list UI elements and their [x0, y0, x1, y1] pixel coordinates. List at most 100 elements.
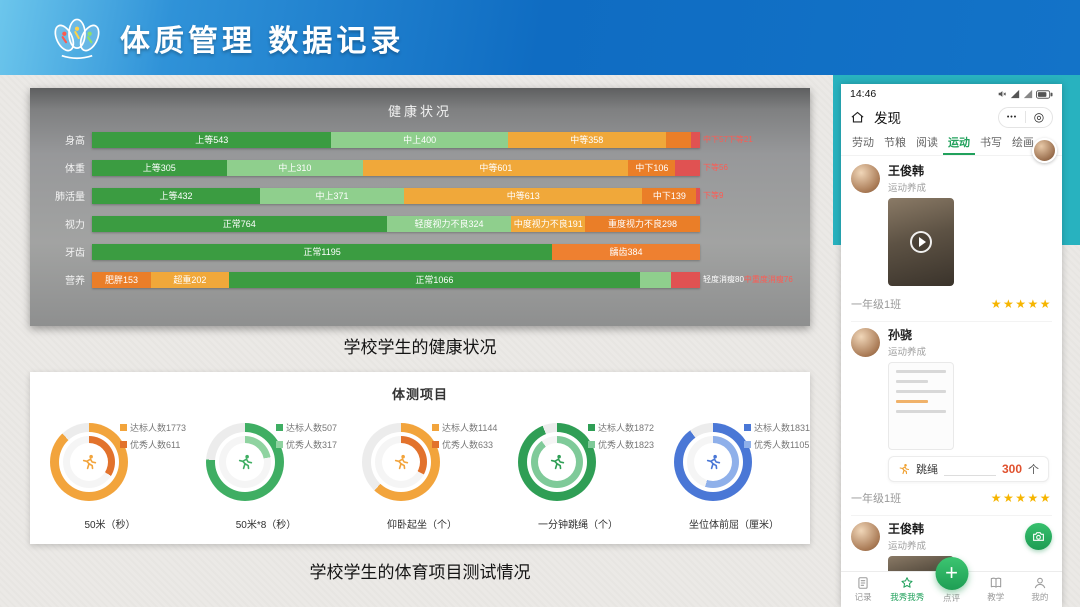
legend-item: 达标人数1773	[120, 421, 186, 434]
donut-chart	[206, 423, 284, 501]
camera-button[interactable]	[1025, 522, 1052, 550]
teach-icon	[989, 576, 1003, 590]
tab-节粮[interactable]: 节粮	[884, 137, 906, 149]
bar-segment: 正常1066	[228, 271, 640, 288]
legend-item: 达标人数507	[276, 421, 337, 434]
overflow-label: 轻度消瘦80中重度消瘦76	[700, 272, 802, 288]
health-row: 肺活量 上等432 中上371 中等613 中下139 下等9	[38, 187, 802, 204]
donut-cell: 达标人数1773 优秀人数611 50米（秒）	[32, 407, 188, 535]
record-icon	[856, 576, 870, 590]
health-row: 体重 上等305 中上310 中等601 中下106 下等56	[38, 159, 802, 176]
health-caption: 学校学生的健康状况	[343, 338, 497, 357]
legend-text: 优秀人数611	[130, 440, 181, 450]
tab-阅读[interactable]: 阅读	[916, 137, 938, 149]
activity-type: 运动养成	[888, 347, 927, 358]
row-label: 身高	[65, 136, 85, 147]
student-name: 王俊韩	[888, 164, 925, 178]
tabbar-记录[interactable]: 记录	[841, 572, 885, 607]
health-row: 视力 正常764 轻度视力不良324 中度视力不良191 重度视力不良298	[38, 215, 802, 232]
donut-chart	[50, 423, 128, 501]
health-chart-title: 健康状况	[387, 104, 452, 119]
overflow-label: 下等9	[700, 188, 802, 204]
row-label: 肺活量	[55, 192, 85, 203]
bar-segment: 上等305	[92, 159, 227, 176]
tab-书写[interactable]: 书写	[980, 137, 1002, 149]
legend-swatch	[120, 424, 127, 431]
tabbar-label: 点评	[943, 593, 961, 603]
exercise-icon	[82, 454, 97, 470]
tab-运动[interactable]: 运动	[943, 130, 975, 155]
tabbar-label: 我秀我秀	[890, 592, 925, 602]
tabbar-教学[interactable]: 教学	[974, 572, 1018, 607]
exercise-icon	[899, 464, 910, 475]
star-rating[interactable]: ★★★★★	[990, 297, 1052, 311]
bar-segment: 上等432	[92, 187, 260, 204]
page-name: 发现	[874, 111, 901, 126]
bar-segment: 中上310	[226, 159, 364, 176]
class-name: 一年级1班	[851, 299, 902, 311]
bar-segment: 中下106	[628, 159, 676, 176]
donut-inner-ring	[219, 436, 271, 488]
feed-item-header: 王俊韩 运动养成	[851, 160, 1052, 196]
status-time: 14:46	[850, 88, 877, 100]
donut-inner-ring	[687, 436, 739, 488]
me-icon	[1033, 576, 1047, 590]
tabbar-我的[interactable]: 我的	[1018, 572, 1062, 607]
donut-label: 一分钟跳绳（个）	[538, 520, 618, 531]
battery-icon	[1036, 89, 1053, 99]
video-thumbnail[interactable]	[888, 198, 954, 286]
avatar[interactable]	[851, 163, 880, 193]
feed-item-meta: 孙骁 运动养成	[888, 326, 926, 358]
row-label: 视力	[65, 220, 85, 231]
nav-bar: 发现 ••• ◎	[841, 104, 1062, 130]
legend-text: 优秀人数633	[442, 440, 494, 450]
legend-item: 优秀人数633	[432, 438, 497, 451]
exercise-icon	[550, 454, 565, 470]
add-button[interactable]: +	[935, 557, 968, 590]
avatar[interactable]	[851, 521, 880, 551]
record-thumbnail[interactable]	[888, 362, 954, 450]
health-chart-panel: 健康状况 身高 上等543 中上400 中等358 中下57下等21 体重 上等305 中上3…	[30, 88, 810, 326]
health-row: 牙齿 正常1195 龋齿384	[38, 243, 802, 260]
more-icon[interactable]: •••	[1006, 113, 1018, 121]
tabbar-我秀我秀[interactable]: 我秀我秀	[885, 572, 929, 607]
bottom-tab-bar: 记录 我秀我秀 + 点评 教学 我的	[841, 557, 1062, 607]
overflow-label-part: 轻度消瘦80	[703, 274, 744, 284]
exercise-icon	[394, 454, 409, 470]
exercise-icon	[706, 454, 721, 470]
bar-segment: 中等358	[507, 131, 666, 148]
bar-segment: 中等601	[363, 159, 629, 176]
sports-panel-title: 体测项目	[391, 387, 448, 402]
tab-绘画[interactable]: 绘画	[1012, 137, 1034, 149]
exercise-entry-pill[interactable]: 跳绳 300 个	[888, 456, 1049, 482]
star-rating[interactable]: ★★★★★	[990, 491, 1052, 505]
tabbar-点评[interactable]: + 点评	[929, 557, 973, 607]
donut-center-icon	[237, 454, 254, 471]
close-icon[interactable]: ◎	[1033, 109, 1045, 124]
avatar[interactable]	[851, 327, 880, 357]
status-bar: 14:46	[841, 84, 1062, 104]
feed-item-meta: 王俊韩 运动养成	[888, 520, 926, 552]
feed-item-footer: 一年级1班 ★★★★★	[851, 290, 1052, 316]
signal-icon	[1023, 89, 1033, 99]
donut-cell: 达标人数507 优秀人数317 50米*8（秒）	[188, 407, 344, 535]
bar-segment	[675, 159, 700, 176]
legend-swatch	[744, 441, 751, 448]
bar-segment: 正常1195	[92, 243, 553, 260]
tabbar-label: 我的	[1031, 592, 1049, 602]
legend-item: 达标人数1831	[744, 421, 810, 434]
home-icon[interactable]	[850, 110, 865, 125]
legend-text: 达标人数1144	[442, 423, 498, 433]
miniprogram-capsule[interactable]: ••• ◎	[998, 106, 1053, 128]
tab-劳动[interactable]: 劳动	[852, 137, 874, 149]
stacked-bar: 肥胖153 超重202 正常1066	[92, 271, 700, 288]
floating-avatar[interactable]	[1032, 138, 1057, 163]
bar-segment: 中下139	[642, 187, 697, 204]
camera-icon	[1033, 531, 1044, 541]
donut-center-icon	[393, 454, 410, 471]
feed-item-header: 孙骁 运动养成	[851, 324, 1052, 360]
tabbar-label: 记录	[854, 592, 872, 602]
overflow-label-part: 下等56	[703, 162, 728, 172]
